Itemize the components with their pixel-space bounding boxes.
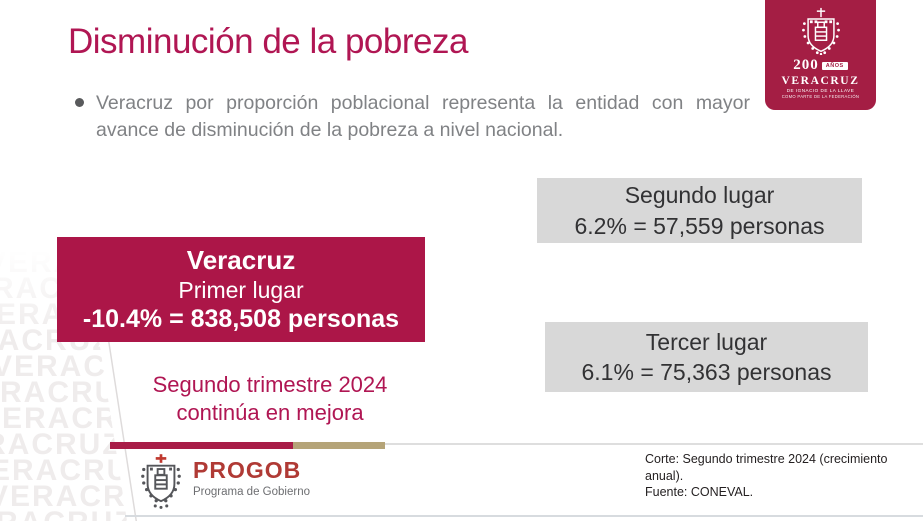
bullet-icon (75, 98, 84, 107)
first-place-box: Veracruz Primer lugar -10.4% = 838,508 p… (57, 237, 425, 342)
third-place-rank: Tercer lugar (645, 328, 768, 355)
progob-logo: PROGOB Programa de Gobierno (138, 453, 310, 511)
banner-state-name: VERACRUZ (781, 75, 860, 87)
bullet-item: Veracruz por proporción poblacional repr… (75, 90, 750, 144)
banner-years-row: 200 AÑOS (793, 57, 848, 74)
banner-subtitle-2: COMO PARTE DE LA FEDERACIÓN (781, 94, 860, 99)
watermark-row: VERACRUZVERACRUZVERACRUZ (0, 480, 127, 513)
progob-name: PROGOB (193, 457, 302, 483)
first-place-value: -10.4% = 838,508 personas (82, 305, 400, 333)
source-note-line-1: Corte: Segundo trimestre 2024 (crecimien… (645, 452, 888, 483)
bullet-text: Veracruz por proporción poblacional repr… (96, 92, 750, 141)
divider-thin-line (385, 443, 923, 445)
watermark-row: VERACRUZVERACRUZVERACRUZ (0, 508, 127, 521)
source-note: Corte: Segundo trimestre 2024 (crecimien… (645, 451, 923, 501)
page-title: Disminución de la pobreza (68, 22, 468, 61)
watermark-row: VERACRUZVERACRUZVERACRUZ (0, 402, 135, 435)
bottom-border-line (125, 515, 923, 517)
veracruz-crest-icon (801, 7, 840, 55)
progob-subtitle: Programa de Gobierno (193, 486, 310, 498)
first-place-rank: Primer lugar (178, 277, 304, 303)
first-place-title: Veracruz (186, 245, 296, 275)
caption: Segundo trimestre 2024 continúa en mejor… (105, 371, 435, 427)
veracruz-200-banner: 200 AÑOS VERACRUZ DE IGNACIO DE LA LLAVE… (765, 0, 876, 110)
caption-line-2: continúa en mejora (176, 400, 364, 426)
banner-anos-tag: AÑOS (821, 61, 848, 70)
progob-text: PROGOB Programa de Gobierno (193, 453, 310, 511)
progob-crest-icon (141, 454, 181, 509)
second-place-rank: Segundo lugar (624, 182, 775, 209)
third-place-box: Tercer lugar 6.1% = 75,363 personas (545, 322, 868, 392)
divider-crimson-segment (110, 442, 293, 449)
second-place-box: Segundo lugar 6.2% = 57,559 personas (537, 178, 862, 243)
watermark-row: VERACRUZVERACRUZVERACRUZ (0, 454, 131, 487)
banner-200: 200 (793, 57, 819, 73)
caption-line-1: Segundo trimestre 2024 (152, 372, 388, 397)
banner-subtitle-1: DE IGNACIO DE LA LLAVE (786, 88, 855, 93)
watermark-row: VERACRUZVERACRUZVERACRUZ (0, 428, 127, 461)
third-place-value: 6.1% = 75,363 personas (581, 359, 832, 385)
divider-tan-segment (293, 442, 385, 449)
second-place-value: 6.2% = 57,559 personas (574, 212, 825, 239)
source-note-line-2: Fuente: CONEVAL. (645, 485, 754, 499)
